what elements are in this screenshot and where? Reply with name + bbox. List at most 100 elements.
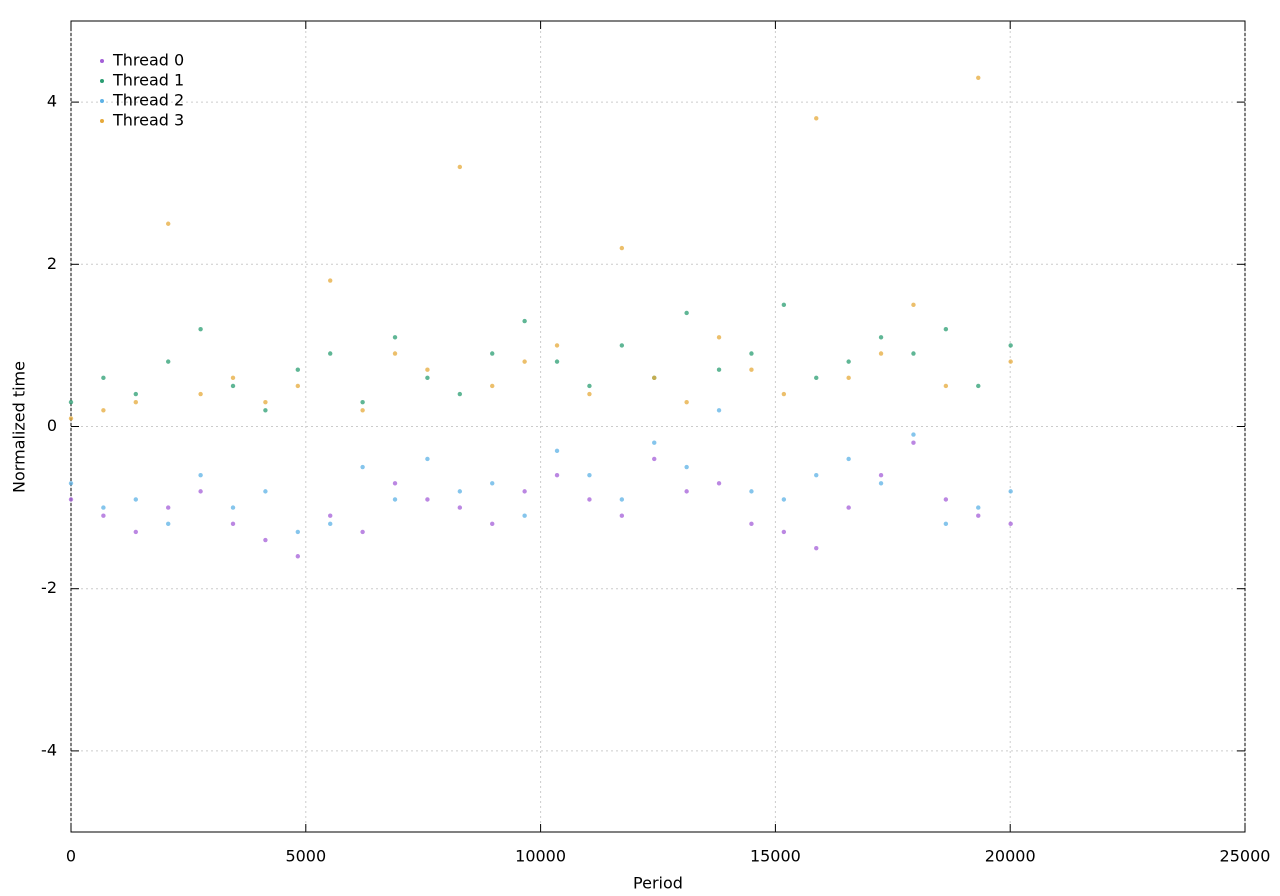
point — [360, 408, 365, 413]
x-tick-label: 25000 — [1220, 847, 1271, 866]
point — [749, 521, 754, 527]
point — [587, 472, 592, 478]
legend-marker — [100, 59, 104, 63]
point — [360, 399, 365, 405]
point — [457, 489, 463, 494]
point — [457, 391, 463, 397]
point — [295, 529, 301, 535]
point — [101, 375, 106, 381]
point — [846, 505, 851, 510]
point — [716, 335, 722, 340]
point — [878, 335, 884, 340]
y-tick-label: -4 — [41, 740, 57, 759]
point — [328, 351, 333, 356]
point — [554, 472, 560, 478]
point — [976, 383, 981, 389]
point — [68, 416, 74, 421]
point — [749, 489, 754, 494]
point — [846, 456, 851, 462]
y-tick-label: 4 — [47, 92, 57, 111]
point — [652, 440, 657, 445]
point — [68, 497, 74, 502]
point — [101, 513, 106, 518]
point — [814, 375, 819, 381]
x-tick-label: 15000 — [750, 847, 801, 866]
point — [652, 456, 657, 462]
point — [133, 399, 139, 405]
point — [716, 408, 722, 413]
point — [263, 399, 268, 405]
point — [392, 335, 398, 340]
point — [328, 521, 333, 527]
point — [554, 359, 560, 364]
point — [911, 302, 916, 308]
point — [230, 521, 236, 527]
point — [101, 408, 106, 413]
x-tick-label: 5000 — [285, 847, 326, 866]
point — [392, 351, 398, 356]
point — [781, 302, 787, 308]
point — [68, 481, 74, 486]
point — [68, 399, 74, 405]
point — [328, 513, 333, 518]
point — [846, 359, 851, 364]
legend-label: Thread 1 — [112, 71, 184, 90]
point — [554, 343, 560, 348]
point — [684, 399, 689, 405]
point — [490, 383, 495, 389]
point — [976, 75, 981, 80]
point — [425, 375, 430, 381]
point — [878, 472, 884, 478]
legend-label: Thread 3 — [112, 111, 184, 130]
point — [295, 383, 301, 389]
point — [619, 513, 625, 518]
point — [554, 448, 560, 454]
y-axis-label: Normalized time — [10, 361, 29, 493]
point — [846, 375, 851, 381]
point — [814, 472, 819, 478]
point — [781, 391, 787, 397]
point — [522, 318, 527, 324]
point — [457, 164, 463, 170]
point — [457, 505, 463, 510]
point — [425, 497, 430, 502]
point — [781, 529, 787, 535]
point — [1008, 521, 1013, 527]
point — [101, 505, 106, 510]
point — [295, 554, 301, 559]
point — [522, 513, 527, 518]
point — [684, 464, 689, 470]
point — [943, 497, 949, 502]
legend-label: Thread 2 — [112, 91, 184, 110]
point — [392, 497, 398, 502]
point — [360, 529, 365, 535]
point — [1008, 489, 1013, 494]
point — [166, 359, 171, 364]
point — [522, 359, 527, 364]
point — [878, 351, 884, 356]
point — [198, 472, 203, 478]
point — [490, 351, 495, 356]
point — [619, 245, 625, 251]
point — [328, 278, 333, 283]
point — [684, 489, 689, 494]
x-axis-label: Period — [633, 874, 683, 893]
point — [263, 537, 268, 543]
point — [1008, 359, 1013, 364]
point — [814, 116, 819, 121]
point — [911, 440, 916, 445]
point — [749, 351, 754, 356]
point — [911, 351, 916, 356]
point — [943, 521, 949, 527]
point — [360, 464, 365, 470]
point — [198, 489, 203, 494]
point — [490, 481, 495, 486]
point — [198, 391, 203, 397]
point — [263, 489, 268, 494]
point — [684, 310, 689, 316]
point — [166, 221, 171, 226]
point — [976, 505, 981, 510]
point — [230, 505, 236, 510]
point — [166, 505, 171, 510]
